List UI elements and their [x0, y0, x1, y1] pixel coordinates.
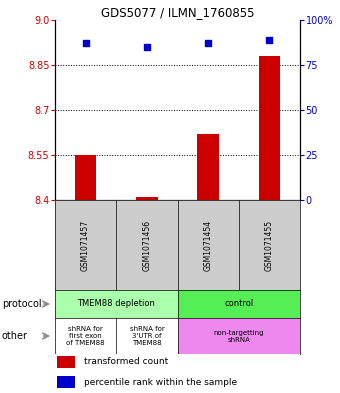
- Bar: [259, 56, 280, 200]
- Point: [83, 40, 88, 46]
- Bar: [198, 134, 219, 200]
- Text: GSM1071456: GSM1071456: [142, 219, 151, 270]
- Text: GSM1071455: GSM1071455: [265, 219, 274, 270]
- Title: GDS5077 / ILMN_1760855: GDS5077 / ILMN_1760855: [101, 6, 254, 19]
- Text: protocol: protocol: [2, 299, 41, 309]
- Point: [144, 44, 150, 50]
- Text: GSM1071454: GSM1071454: [204, 219, 212, 270]
- Text: other: other: [2, 331, 28, 341]
- Point: [267, 37, 272, 43]
- Text: shRNA for
3'UTR of
TMEM88: shRNA for 3'UTR of TMEM88: [130, 326, 164, 346]
- Text: GSM1071457: GSM1071457: [81, 219, 90, 270]
- Bar: [75, 155, 96, 200]
- Text: transformed count: transformed count: [84, 357, 169, 366]
- Text: shRNA for
first exon
of TMEM88: shRNA for first exon of TMEM88: [66, 326, 105, 346]
- Bar: [136, 197, 158, 200]
- Text: non-targetting
shRNA: non-targetting shRNA: [214, 329, 264, 343]
- Point: [205, 40, 211, 46]
- Text: control: control: [224, 299, 253, 309]
- Bar: [57, 376, 74, 388]
- Text: TMEM88 depletion: TMEM88 depletion: [77, 299, 155, 309]
- Bar: [57, 356, 74, 367]
- Text: percentile rank within the sample: percentile rank within the sample: [84, 378, 238, 387]
